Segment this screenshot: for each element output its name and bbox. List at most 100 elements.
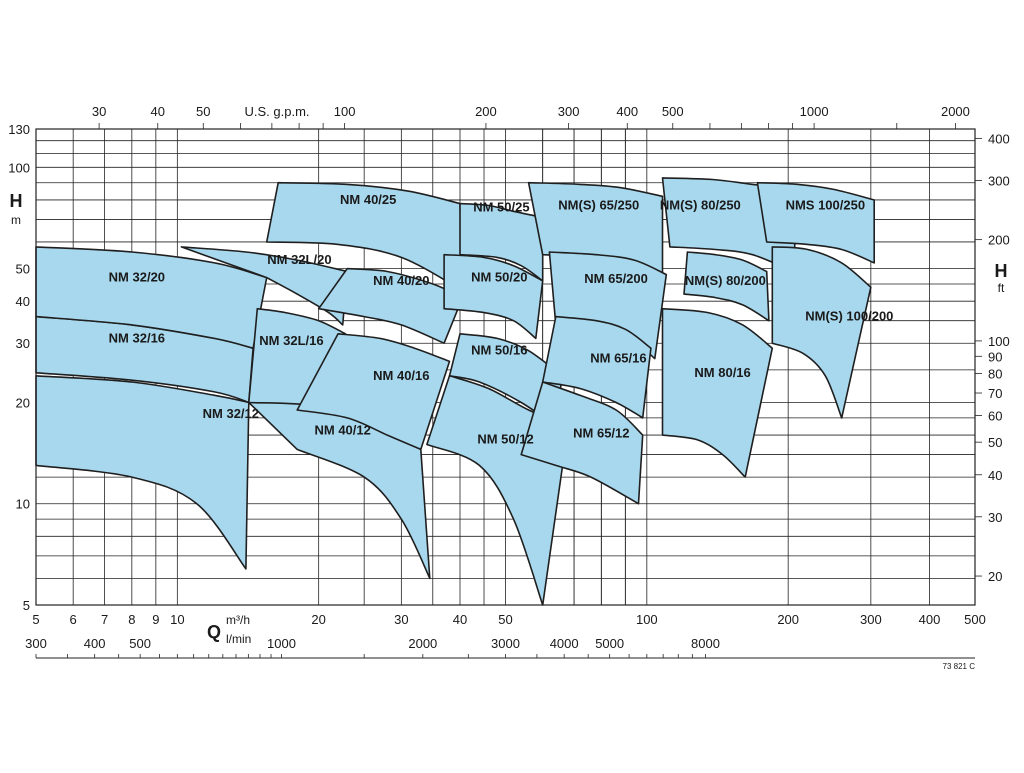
x-tick-label-gpm: 300 xyxy=(558,104,580,119)
y-unit-m: m xyxy=(11,213,21,227)
region-nm-50-20 xyxy=(443,253,544,340)
x-tick-label-m3h: 100 xyxy=(636,612,658,627)
region-nm-s-100-200 xyxy=(771,246,872,419)
region-label-nm-40-12: NM 40/12 xyxy=(314,423,370,438)
x-tick-label-m3h: 5 xyxy=(32,612,39,627)
x-tick-label-m3h: 50 xyxy=(498,612,512,627)
y-tick-label-ft: 70 xyxy=(988,386,1002,401)
x-tick-label-gpm: 30 xyxy=(92,104,106,119)
x-tick-label-m3h: 10 xyxy=(170,612,184,627)
region-label-nm-s-80-250: NM(S) 80/250 xyxy=(660,198,741,213)
y-tick-label-m: 130 xyxy=(8,122,30,137)
y-tick-label-ft: 40 xyxy=(988,468,1002,483)
region-label-nm-40-16: NM 40/16 xyxy=(373,368,429,383)
region-label-nm-40-25: NM 40/25 xyxy=(340,192,396,207)
region-nm-80-16 xyxy=(661,307,774,478)
y-tick-label-m: 30 xyxy=(16,336,30,351)
region-label-nm-32-12: NM 32/12 xyxy=(203,406,259,421)
y-tick-label-m: 100 xyxy=(8,160,30,175)
x-tick-label-gpm: 200 xyxy=(475,104,497,119)
y-tick-label-ft: 20 xyxy=(988,569,1002,584)
x-tick-label-lmin: 2000 xyxy=(408,636,437,651)
y-tick-label-m: 5 xyxy=(23,598,30,613)
y-axis-title-left: H xyxy=(10,191,23,211)
axes: 5678910203040501002003004005001001503004… xyxy=(8,104,1010,671)
y-tick-label-m: 40 xyxy=(16,294,30,309)
x-tick-label-lmin: 500 xyxy=(129,636,151,651)
region-label-nm-80-16: NM 80/16 xyxy=(694,365,750,380)
y-tick-label-ft: 90 xyxy=(988,349,1002,364)
pump-regions xyxy=(35,177,875,606)
y-tick-label-m: 50 xyxy=(16,262,30,277)
x-tick-label-m3h: 200 xyxy=(777,612,799,627)
x-unit-lmin: l/min xyxy=(226,632,251,646)
region-label-nm-s-80-200: NM(S) 80/200 xyxy=(685,273,766,288)
x-tick-label-m3h: 300 xyxy=(860,612,882,627)
x-tick-label-lmin: 8000 xyxy=(691,636,720,651)
y-tick-label-ft: 300 xyxy=(988,173,1010,188)
y-tick-label-ft: 400 xyxy=(988,131,1010,146)
region-label-nm-50-20: NM 50/20 xyxy=(471,270,527,285)
x-tick-label-m3h: 20 xyxy=(311,612,325,627)
region-nm-32-12 xyxy=(35,375,250,570)
x-tick-label-m3h: 500 xyxy=(964,612,986,627)
region-nm-65-16 xyxy=(541,315,652,419)
x-tick-label-gpm: 50 xyxy=(196,104,210,119)
y-tick-label-ft: 80 xyxy=(988,367,1002,382)
x-tick-label-gpm: 40 xyxy=(151,104,165,119)
region-label-nm-50-25: NM 50/25 xyxy=(473,199,529,214)
pump-labels: NM 32/12 NM 32/16 NM 32/20 NM 32L/20 NM 32L/… xyxy=(109,192,894,447)
region-nm-40-16 xyxy=(296,333,451,451)
region-label-nm-s-65-250: NM(S) 65/250 xyxy=(558,198,639,213)
region-label-nm-65-12: NM 65/12 xyxy=(573,425,629,440)
region-label-nm-40-20: NM 40/20 xyxy=(373,273,429,288)
y-tick-label-ft: 100 xyxy=(988,334,1010,349)
y-tick-label-ft: 60 xyxy=(988,409,1002,424)
region-label-nm-65-16: NM 65/16 xyxy=(590,351,646,366)
region-nm-65-12 xyxy=(520,381,644,505)
x-tick-label-lmin: 300 xyxy=(25,636,47,651)
y-tick-label-ft: 30 xyxy=(988,510,1002,525)
y-tick-label-m: 20 xyxy=(16,395,30,410)
region-nms-100-250 xyxy=(756,181,875,264)
region-label-nm-50-12: NM 50/12 xyxy=(477,432,533,447)
y-unit-ft: ft xyxy=(998,281,1005,295)
x-unit-m3h: m³/h xyxy=(226,613,250,627)
x-tick-label-gpm: 400 xyxy=(616,104,638,119)
x-tick-label-gpm: 2000 xyxy=(941,104,970,119)
x-tick-label-lmin: 5000 xyxy=(595,636,624,651)
x-tick-label-gpm: 100 xyxy=(334,104,356,119)
x-unit-gpm: U.S. g.p.m. xyxy=(244,104,309,119)
x-tick-label-m3h: 7 xyxy=(101,612,108,627)
chart-footnote: 73 821 C xyxy=(943,662,976,671)
x-tick-label-lmin: 4000 xyxy=(550,636,579,651)
region-label-nm-32-20: NM 32/20 xyxy=(109,270,165,285)
region-label-nm-32l-20: NM 32L/20 xyxy=(267,252,331,267)
region-nm-40-20 xyxy=(317,267,464,344)
x-tick-label-m3h: 30 xyxy=(394,612,408,627)
x-tick-label-m3h: 40 xyxy=(453,612,467,627)
y-tick-label-ft: 50 xyxy=(988,435,1002,450)
y-tick-label-m: 10 xyxy=(16,497,30,512)
x-axis-title: Q xyxy=(207,622,221,642)
x-tick-label-gpm: 500 xyxy=(662,104,684,119)
plot-frame xyxy=(35,128,976,606)
region-nm-s-80-200 xyxy=(683,251,770,322)
region-label-nm-32-16: NM 32/16 xyxy=(109,330,165,345)
region-label-nm-s-100-200: NM(S) 100/200 xyxy=(805,309,893,324)
x-tick-label-m3h: 6 xyxy=(70,612,77,627)
x-tick-label-gpm: 1000 xyxy=(800,104,829,119)
x-tick-label-m3h: 9 xyxy=(152,612,159,627)
y-axis-title-right: H xyxy=(995,261,1008,281)
region-label-nm-32l-16: NM 32L/16 xyxy=(259,333,323,348)
region-label-nms-100-250: NMS 100/250 xyxy=(786,198,866,213)
x-tick-label-lmin: 400 xyxy=(84,636,106,651)
x-tick-label-lmin: 3000 xyxy=(491,636,520,651)
y-tick-label-ft: 200 xyxy=(988,233,1010,248)
region-label-nm-50-16: NM 50/16 xyxy=(471,343,527,358)
x-tick-label-m3h: 400 xyxy=(919,612,941,627)
x-tick-label-lmin: 1000 xyxy=(267,636,296,651)
region-label-nm-65-200: NM 65/200 xyxy=(584,271,648,286)
